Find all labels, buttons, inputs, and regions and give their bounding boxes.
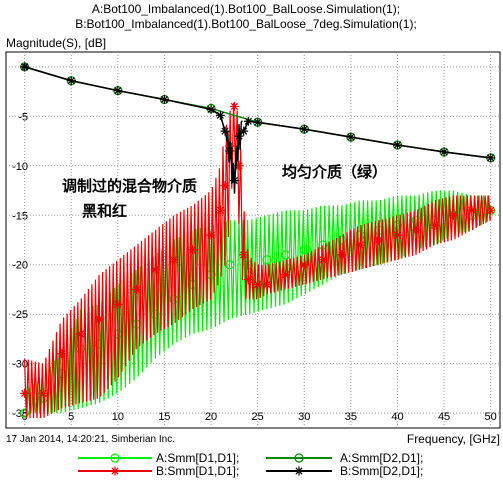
data-point [430,220,440,230]
data-point [76,329,86,339]
y-axis-label: Magnitude(S), [dB] [6,36,106,50]
data-point [225,260,235,270]
data-point [392,230,402,240]
x-tick-label: 30 [298,411,310,423]
data-point [187,245,197,255]
data-point [159,94,169,104]
data-point [299,124,309,134]
data-point [411,215,421,225]
header-line-1: A:Bot100_Imbalanced(1).Bot100_BalLoose.S… [92,2,400,16]
legend-label: B:Smm[D1,D1]; [156,464,239,478]
legend: A:Smm[D1,D1];B:Smm[D1,D1]; A:Smm[D2,D1];B… [78,451,423,478]
data-point [38,388,48,398]
series-b-smm-d1d1 [20,101,496,419]
x-tick-label: 25 [252,411,264,423]
data-point [262,280,272,290]
data-point [169,255,179,265]
data-point [215,205,225,215]
data-point [486,205,496,215]
data-point [220,126,230,136]
data-point [206,104,216,114]
legend-entry: A:Smm[D1,D1]; [78,451,239,465]
legend-label: A:Smm[D2,D1]; [340,451,423,465]
data-point [467,205,477,215]
x-tick-label: 45 [438,411,450,423]
annotation-mixed-medium-line1: 调制过的混合物介质 [62,177,197,195]
footer-timestamp: 17 Jan 2014, 14:20:21, Simberian Inc. [6,434,175,445]
data-point [113,299,123,309]
y-tick-label: -10 [12,161,28,173]
x-tick-label: 5 [68,411,74,423]
data-point [243,275,253,285]
data-point [299,245,309,255]
legend-swatch-marker [294,466,304,476]
y-tick-label: -25 [12,309,28,321]
legend-entry: A:Smm[D2,D1]; [266,451,423,465]
data-point [392,140,402,150]
data-point [486,153,496,163]
x-tick-label: 20 [205,411,217,423]
data-point [318,255,328,265]
data-point [346,132,356,142]
x-axis-label: Frequency, [GHz] [407,432,500,446]
data-point [243,116,253,126]
data-point [239,250,249,260]
data-point [253,117,263,127]
data-point [336,235,347,245]
data-point [220,181,230,191]
data-point [337,250,347,260]
annotation-uniform-medium: 均匀介质（绿） [282,163,387,181]
series-b-smm-d2d1 [20,62,496,194]
x-tick-label: 40 [391,411,403,423]
data-point [20,62,30,72]
data-point [234,161,244,171]
series-layer [20,62,496,419]
data-point [131,284,141,294]
data-point [20,408,30,418]
y-tick-label: -30 [12,359,28,371]
legend-label: A:Smm[D1,D1]; [156,451,239,465]
data-point [234,131,244,141]
data-point [94,314,104,324]
annotation-mixed-medium-line2: 黑和红 [82,202,127,220]
data-point [374,235,384,245]
header-line-2: B:Bot100_Imbalanced(1).Bot100_BalLoose_7… [75,17,417,31]
data-point [225,146,235,156]
data-point [262,255,272,265]
data-point [206,230,216,240]
data-point [215,110,225,120]
data-point [439,147,449,157]
x-tick-labels: 0 5 10 15 20 25 30 35 40 45 50 [22,411,497,423]
legend-swatch-marker [110,466,120,476]
y-tick-label: -20 [12,260,28,272]
data-point [355,240,365,250]
series-line [24,66,491,181]
data-point [57,349,67,359]
data-point [20,388,30,398]
x-tick-label: 10 [112,411,124,423]
legend-entry: B:Smm[D2,D1]; [266,464,423,478]
legend-swatch-marker [294,453,304,463]
data-point [281,250,291,260]
data-point [253,280,263,290]
x-tick-label: 35 [345,411,357,423]
data-point [229,101,239,111]
data-point [150,265,160,275]
data-point [448,210,458,220]
data-point [66,76,76,86]
y-tick-label: -15 [12,210,28,222]
legend-label: B:Smm[D2,D1]; [340,464,423,478]
data-point [411,225,421,235]
data-point [299,260,309,270]
x-tick-label: 15 [158,411,170,423]
data-point [239,126,249,136]
legend-swatch-marker [110,453,120,463]
legend-entry: B:Smm[D1,D1]; [78,464,239,478]
data-point [281,270,291,280]
data-point [113,86,123,96]
x-tick-label: 50 [485,411,497,423]
y-tick-label: -5 [18,111,28,123]
data-point [229,176,239,186]
